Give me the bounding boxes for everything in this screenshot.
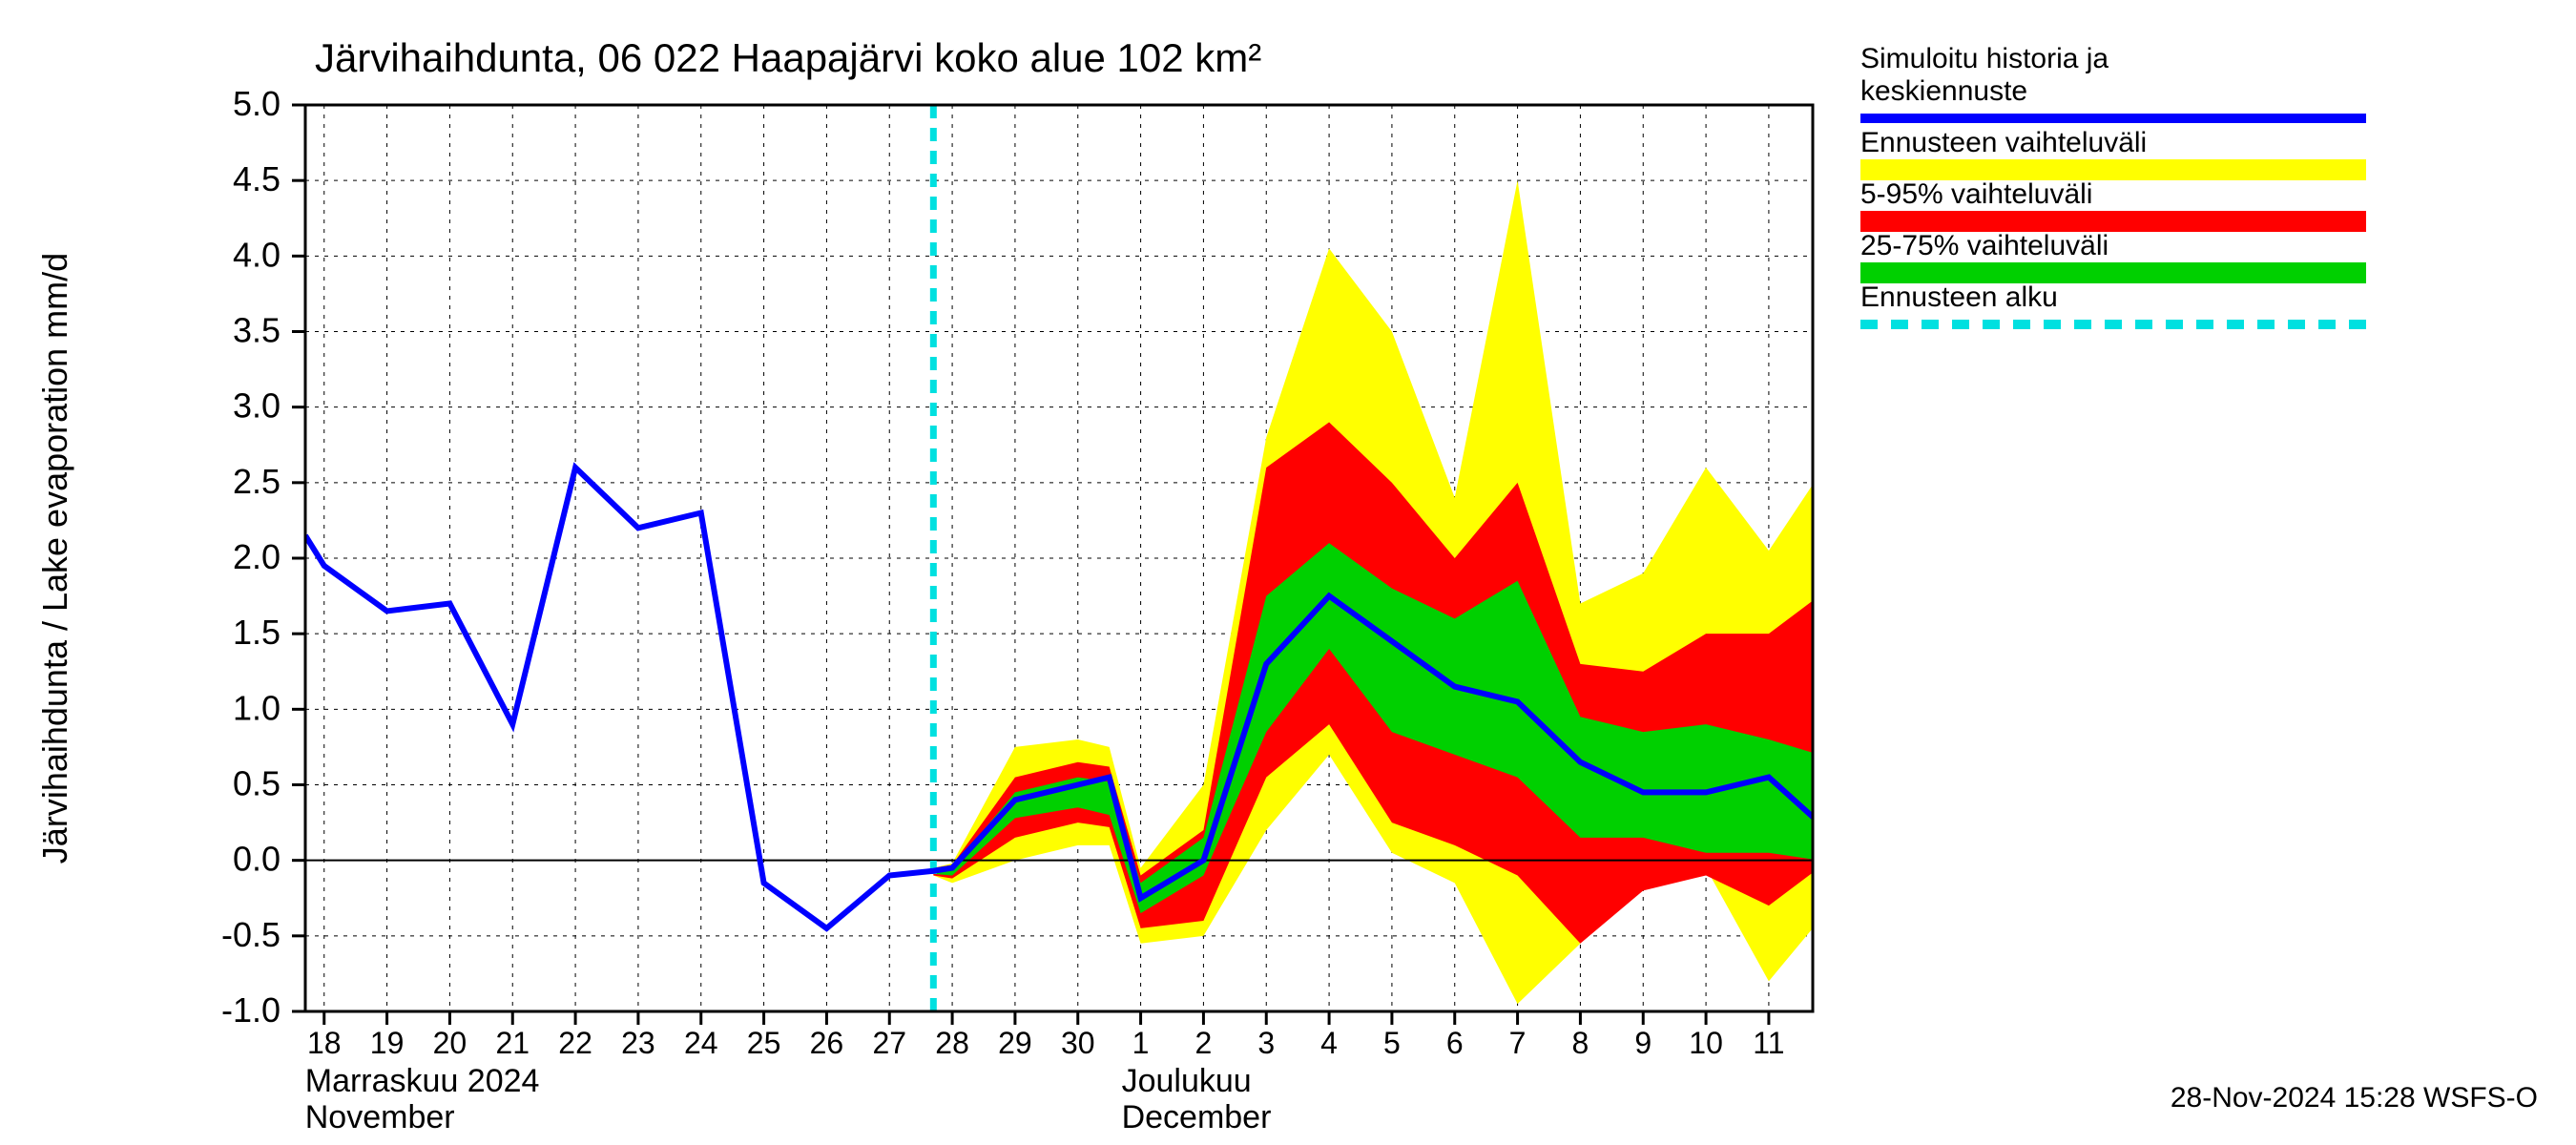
svg-text:26: 26 (810, 1026, 844, 1060)
svg-text:8: 8 (1572, 1026, 1589, 1060)
svg-text:0.0: 0.0 (233, 840, 280, 879)
svg-text:22: 22 (558, 1026, 592, 1060)
svg-text:0.5: 0.5 (233, 764, 280, 803)
svg-text:30: 30 (1061, 1026, 1095, 1060)
svg-text:21: 21 (495, 1026, 530, 1060)
svg-text:1: 1 (1132, 1026, 1150, 1060)
svg-text:25-75% vaihteluväli: 25-75% vaihteluväli (1860, 230, 2109, 261)
svg-text:2: 2 (1195, 1026, 1213, 1060)
svg-text:5.0: 5.0 (233, 84, 280, 123)
chart-container: -1.0 -0.5 0.0 0.5 1.0 1.5 2.0 2.5 3.0 3.5 4.0 4.5 5.… (0, 0, 2576, 1145)
y-axis-label: Järvihaihdunta / Lake evaporation mm/d (35, 253, 74, 864)
svg-text:Ennusteen alku: Ennusteen alku (1860, 281, 2058, 313)
svg-text:10: 10 (1689, 1026, 1723, 1060)
svg-text:23: 23 (621, 1026, 655, 1060)
svg-text:11: 11 (1753, 1026, 1784, 1060)
svg-text:Simuloitu historia ja: Simuloitu historia ja (1860, 43, 2109, 74)
svg-text:6: 6 (1446, 1026, 1464, 1060)
svg-text:-1.0: -1.0 (221, 990, 280, 1030)
svg-text:9: 9 (1634, 1026, 1652, 1060)
svg-text:3.5: 3.5 (233, 311, 280, 350)
svg-text:Ennusteen vaihteluväli: Ennusteen vaihteluväli (1860, 127, 2147, 158)
svg-text:1.0: 1.0 (233, 688, 280, 727)
svg-text:5: 5 (1383, 1026, 1401, 1060)
svg-text:25: 25 (747, 1026, 781, 1060)
svg-text:4.0: 4.0 (233, 235, 280, 274)
svg-text:4: 4 (1320, 1026, 1338, 1060)
svg-text:November: November (305, 1099, 455, 1135)
svg-text:7: 7 (1509, 1026, 1527, 1060)
svg-text:Marraskuu 2024: Marraskuu 2024 (305, 1063, 540, 1099)
chart-title: Järvihaihdunta, 06 022 Haapajärvi koko a… (315, 35, 1261, 80)
svg-text:2.5: 2.5 (233, 462, 280, 501)
svg-text:29: 29 (998, 1026, 1032, 1060)
svg-text:28: 28 (935, 1026, 969, 1060)
svg-text:24: 24 (684, 1026, 718, 1060)
svg-text:27: 27 (872, 1026, 906, 1060)
svg-text:keskiennuste: keskiennuste (1860, 75, 2027, 107)
svg-text:5-95% vaihteluväli: 5-95% vaihteluväli (1860, 178, 2092, 210)
svg-text:1.5: 1.5 (233, 613, 280, 652)
svg-text:3: 3 (1257, 1026, 1275, 1060)
svg-text:2.0: 2.0 (233, 537, 280, 576)
svg-text:18: 18 (307, 1026, 342, 1060)
chart-svg: -1.0 -0.5 0.0 0.5 1.0 1.5 2.0 2.5 3.0 3.5 4.0 4.5 5.… (0, 0, 2576, 1145)
svg-text:December: December (1122, 1099, 1272, 1135)
svg-text:Joulukuu: Joulukuu (1122, 1063, 1252, 1099)
svg-text:3.0: 3.0 (233, 386, 280, 426)
svg-text:4.5: 4.5 (233, 159, 280, 198)
svg-text:19: 19 (370, 1026, 405, 1060)
svg-text:20: 20 (433, 1026, 467, 1060)
footer-timestamp: 28-Nov-2024 15:28 WSFS-O (2171, 1082, 2538, 1114)
svg-text:-0.5: -0.5 (221, 915, 280, 954)
